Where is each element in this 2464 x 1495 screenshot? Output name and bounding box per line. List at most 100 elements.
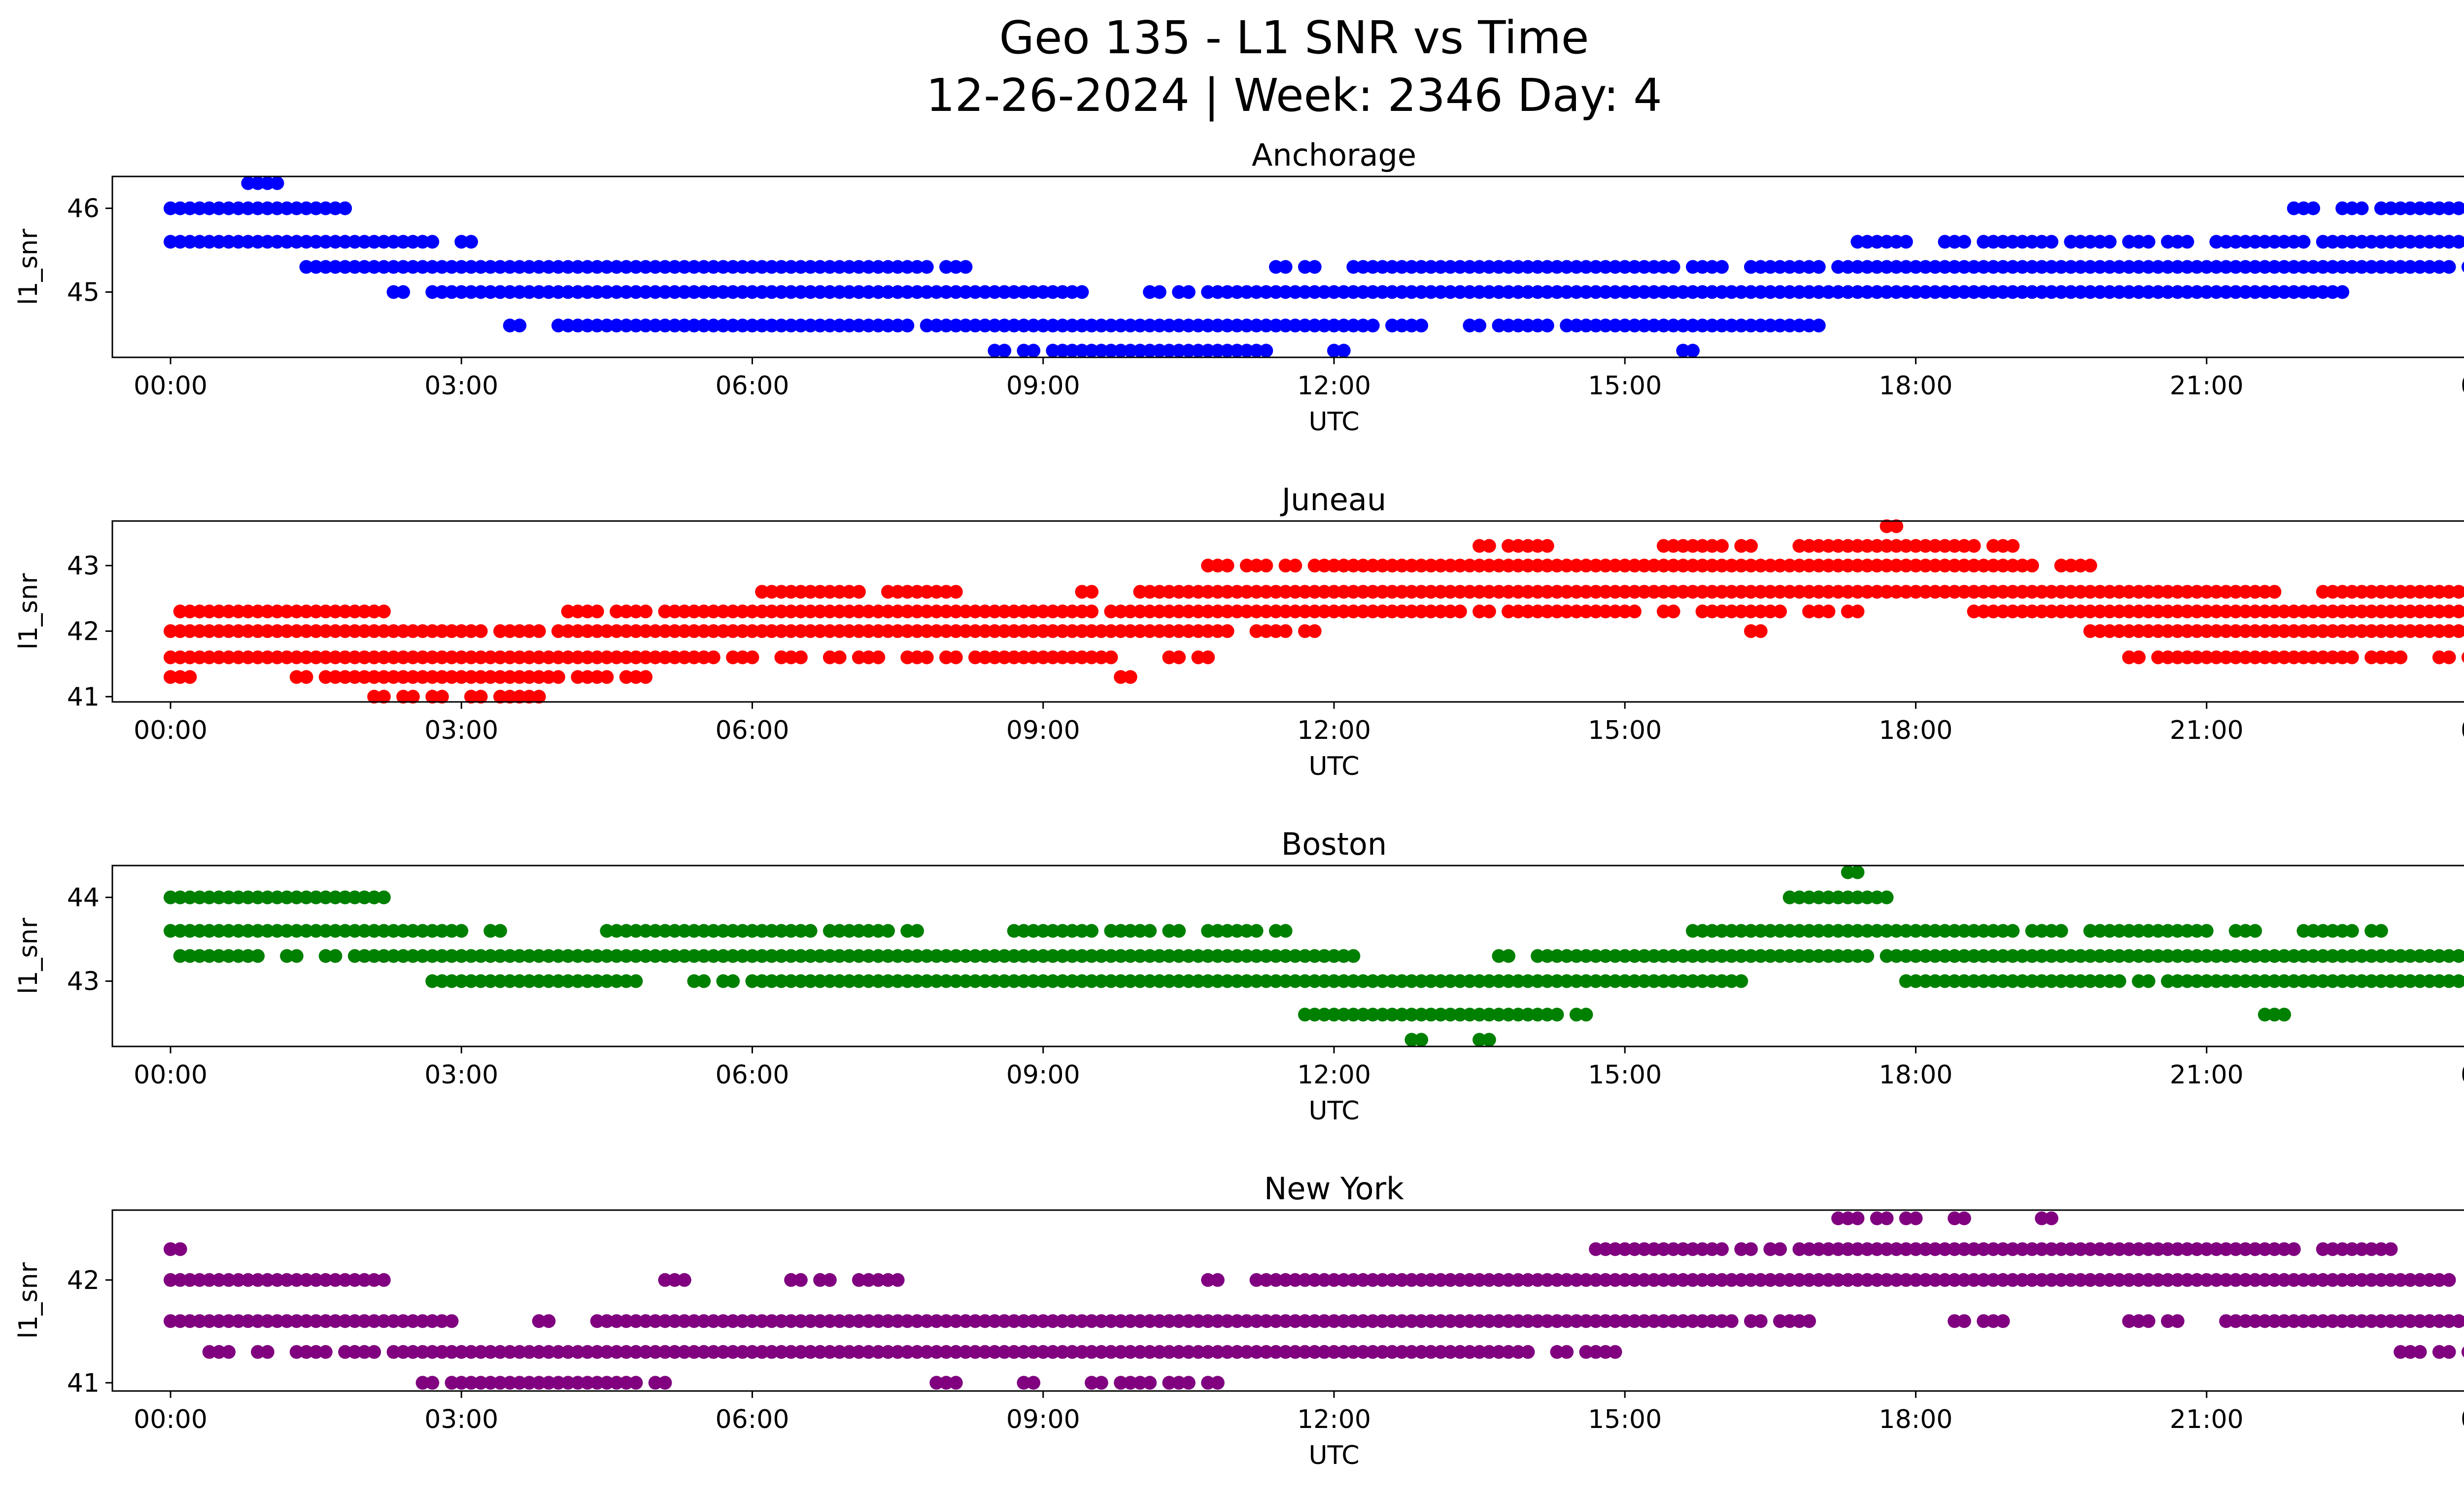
data-point — [1414, 1008, 1429, 1022]
data-point — [2345, 974, 2359, 988]
data-point — [347, 890, 362, 904]
data-point — [726, 1345, 740, 1359]
data-point — [2209, 285, 2224, 299]
data-point — [1278, 260, 1293, 274]
data-point — [2384, 650, 2398, 664]
data-point — [1307, 1008, 1322, 1022]
data-point — [464, 670, 478, 684]
data-point — [2248, 285, 2262, 299]
data-point — [2364, 924, 2379, 938]
data-point — [2452, 1314, 2464, 1328]
data-point — [793, 604, 808, 619]
data-point — [978, 650, 992, 664]
data-point — [1589, 1314, 1603, 1328]
data-point — [435, 624, 449, 638]
data-point — [1627, 558, 1642, 573]
data-point — [1094, 1345, 1108, 1359]
data-point — [1027, 924, 1041, 938]
data-point — [2112, 604, 2126, 619]
data-point — [1472, 260, 1487, 274]
data-point — [735, 318, 750, 333]
data-point — [2267, 604, 2282, 619]
data-point — [2180, 1273, 2194, 1287]
data-point — [590, 670, 604, 684]
data-point — [386, 949, 401, 963]
data-point — [871, 1273, 886, 1287]
data-point — [1618, 318, 1632, 333]
data-point — [2306, 974, 2321, 988]
data-point — [1569, 1314, 1583, 1328]
data-point — [532, 690, 546, 704]
data-point — [1133, 949, 1147, 963]
data-point — [1676, 1273, 1690, 1287]
data-point — [445, 285, 459, 299]
data-point — [2442, 604, 2456, 619]
data-point — [639, 318, 653, 333]
data-point — [2403, 260, 2417, 274]
data-point — [1695, 539, 1710, 553]
data-point — [164, 650, 177, 664]
data-point — [1948, 235, 1962, 249]
data-point — [1181, 604, 1196, 619]
data-point — [1889, 260, 1904, 274]
data-point — [1492, 1008, 1506, 1022]
data-point — [1162, 1345, 1176, 1359]
data-point — [357, 1314, 372, 1328]
data-point — [2355, 1273, 2369, 1287]
data-point — [1899, 585, 1913, 599]
data-point — [1075, 318, 1089, 333]
data-point — [2228, 1273, 2243, 1287]
data-point — [551, 624, 565, 638]
data-point — [1521, 285, 1535, 299]
data-point — [2267, 1273, 2282, 1287]
data-point — [1676, 585, 1690, 599]
data-point — [1928, 585, 1942, 599]
data-point — [318, 1345, 333, 1359]
x-tick-label: 15:00 — [1588, 371, 1662, 401]
data-point — [949, 585, 963, 599]
data-point — [454, 974, 469, 988]
data-point — [386, 285, 401, 299]
data-point — [1259, 558, 1273, 573]
data-point — [822, 650, 837, 664]
data-point — [774, 285, 788, 299]
data-point — [1753, 318, 1768, 333]
data-point — [367, 670, 381, 684]
data-point — [212, 924, 226, 938]
data-point — [1502, 585, 1516, 599]
data-point — [2103, 235, 2117, 249]
data-point — [1996, 285, 2010, 299]
data-point — [1375, 1345, 1390, 1359]
data-point — [755, 260, 769, 274]
data-point — [648, 1314, 662, 1328]
data-point — [376, 690, 391, 704]
data-point — [2151, 285, 2165, 299]
data-point — [193, 924, 207, 938]
data-point — [2035, 604, 2049, 619]
data-point — [1230, 344, 1244, 358]
data-point — [2335, 1314, 2350, 1328]
data-point — [1143, 974, 1157, 988]
data-point — [193, 201, 207, 215]
data-point — [2112, 285, 2126, 299]
data-point — [1356, 558, 1370, 573]
data-point — [1724, 558, 1739, 573]
data-point — [1569, 1008, 1583, 1022]
data-point — [1753, 558, 1768, 573]
data-point — [551, 260, 565, 274]
data-point — [483, 974, 498, 988]
data-point — [1395, 1314, 1409, 1328]
data-point — [871, 949, 886, 963]
data-point — [1094, 1376, 1108, 1390]
data-point — [270, 624, 284, 638]
data-point — [406, 924, 420, 938]
data-point — [949, 949, 963, 963]
data-point — [318, 1314, 333, 1328]
data-point — [852, 650, 866, 664]
data-point — [2170, 924, 2185, 938]
data-point — [1288, 1345, 1302, 1359]
data-point — [1375, 1008, 1390, 1022]
data-point — [1094, 974, 1108, 988]
data-point — [1027, 318, 1041, 333]
data-point — [338, 1314, 352, 1328]
